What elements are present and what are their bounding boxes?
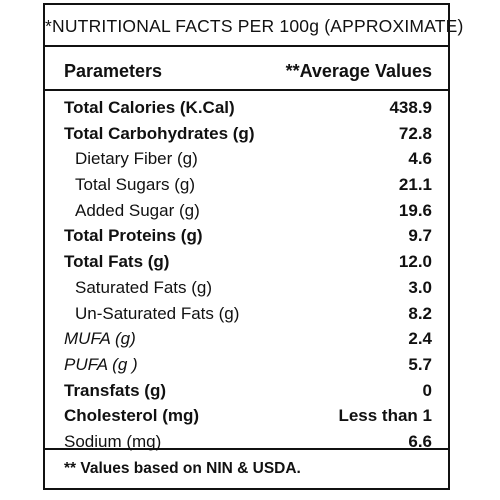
nutrition-rows: Total Calories (K.Cal) 438.9 Total Carbo…	[45, 96, 448, 456]
row-cholesterol: Cholesterol (mg) Less than 1	[45, 404, 448, 430]
row-label: PUFA (g )	[64, 354, 138, 374]
row-value: 9.7	[408, 226, 432, 246]
row-value: 438.9	[389, 98, 432, 117]
row-total-calories: Total Calories (K.Cal) 438.9	[45, 96, 448, 122]
row-value: 6.6	[408, 431, 432, 451]
row-label: Total Calories (K.Cal)	[64, 98, 235, 117]
row-total-sugars: Total Sugars (g) 21.1	[45, 173, 448, 199]
row-pufa: PUFA (g ) 5.7	[45, 353, 448, 379]
row-total-carbohydrates: Total Carbohydrates (g) 72.8	[45, 122, 448, 148]
row-value: 19.6	[398, 200, 432, 220]
row-label: Added Sugar (g)	[75, 200, 200, 220]
row-sodium: Sodium (mg) 6.6	[45, 430, 448, 456]
row-saturated-fats: Saturated Fats (g) 3.0	[45, 276, 448, 302]
row-label: Total Sugars (g)	[75, 175, 195, 195]
row-total-proteins: Total Proteins (g) 9.7	[45, 224, 448, 250]
row-label: Transfats (g)	[64, 380, 167, 400]
row-unsaturated-fats: Un-Saturated Fats (g) 8.2	[45, 302, 448, 328]
footnote-text: ** Values based on NIN & USDA.	[64, 460, 301, 477]
nutrition-facts-panel: *NUTRITIONAL FACTS PER 100g (APPROXIMATE…	[43, 3, 463, 490]
row-added-sugar: Added Sugar (g) 19.6	[45, 199, 448, 225]
row-dietary-fiber: Dietary Fiber (g) 4.6	[45, 147, 448, 173]
row-value: 4.6	[408, 149, 432, 169]
row-label: Saturated Fats (g)	[75, 277, 213, 297]
row-total-fats: Total Fats (g) 12.0	[45, 250, 448, 276]
row-value: 5.7	[408, 354, 432, 374]
panel-title: *NUTRITIONAL FACTS PER 100g (APPROXIMATE…	[45, 5, 463, 47]
row-label: Total Carbohydrates (g)	[64, 123, 255, 143]
row-value: Less than 1	[338, 406, 432, 426]
row-label: Sodium (mg)	[64, 431, 162, 451]
row-label: Total Proteins (g)	[64, 226, 203, 246]
row-label: Total Fats (g)	[64, 252, 170, 272]
row-value: 3.0	[408, 277, 432, 297]
row-label: MUFA (g)	[64, 329, 136, 349]
row-value: 8.2	[408, 303, 432, 323]
row-value: 21.1	[398, 175, 432, 195]
parameters-header: Parameters	[64, 61, 163, 81]
row-value: 2.4	[408, 329, 432, 349]
row-value: 12.0	[398, 252, 432, 272]
row-value: 0	[422, 380, 432, 400]
row-mufa: MUFA (g) 2.4	[45, 327, 448, 353]
row-label: Dietary Fiber (g)	[75, 149, 198, 169]
row-label: Un-Saturated Fats (g)	[75, 303, 240, 323]
table-header: Parameters **Average Values	[45, 47, 448, 91]
footnote: ** Values based on NIN & USDA.	[45, 448, 448, 488]
row-value: 72.8	[398, 123, 432, 143]
row-transfats: Transfats (g) 0	[45, 379, 448, 405]
average-values-header: **Average Values	[285, 61, 432, 81]
row-label: Cholesterol (mg)	[64, 406, 200, 426]
